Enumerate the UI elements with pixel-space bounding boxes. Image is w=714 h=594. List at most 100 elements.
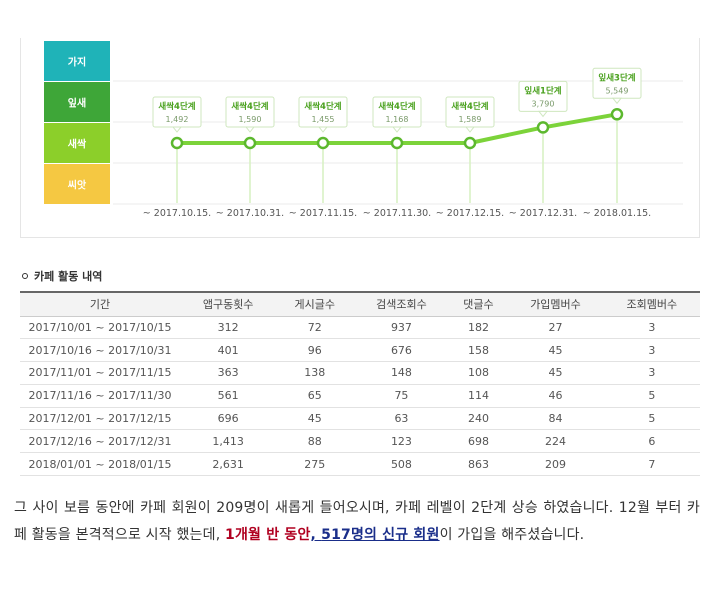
grade-label: 새싹4단계 (378, 101, 415, 112)
highlight-period: 1개월 반 동안 (225, 527, 311, 543)
table-cell: 46 (507, 384, 604, 408)
table-cell: 5 (603, 384, 700, 408)
grade-label: 새싹4단계 (304, 101, 341, 112)
table-cell: 224 (507, 429, 604, 454)
level-label: 새싹 (68, 138, 87, 151)
score-label: 1,455 (312, 115, 335, 124)
callout-pointer (391, 126, 403, 133)
level-band-3 (44, 164, 110, 204)
table-cell: 2,631 (180, 452, 277, 477)
grade-label: 잎새1단계 (524, 85, 561, 96)
table-cell: 508 (353, 452, 450, 477)
table-row: 2017/10/01 ~ 2017/10/15 312 72 937 182 27 3 (20, 316, 700, 340)
paragraph-text-2: 이 가입을 해주셨습니다. (439, 527, 585, 543)
table-cell: 1,413 (180, 429, 277, 454)
data-point (243, 136, 257, 150)
table-cell: 114 (449, 384, 508, 408)
table-cell: 937 (353, 316, 450, 340)
table-cell: 696 (180, 407, 277, 431)
table-cell: 2017/11/01 ~ 2017/11/15 (20, 361, 180, 385)
circle-bullet-icon (22, 273, 28, 279)
score-label: 1,492 (166, 115, 189, 124)
score-label: 5,549 (606, 86, 629, 95)
header-search-views: 검색조회수 (353, 291, 450, 317)
x-tick-label: ~ 2017.12.15. (436, 208, 504, 219)
table-cell: 84 (507, 407, 604, 431)
score-label: 1,168 (386, 115, 409, 124)
table-cell: 2017/12/16 ~ 2017/12/31 (20, 429, 180, 454)
table-cell: 138 (276, 361, 354, 385)
table-cell: 561 (180, 384, 277, 408)
table-cell: 123 (353, 429, 450, 454)
table-row: 2017/10/16 ~ 2017/10/31 401 96 676 158 45 3 (20, 338, 700, 363)
summary-paragraph: 그 사이 보름 동안에 카페 회원이 209명이 새롭게 들어오시며, 카페 레… (14, 495, 700, 549)
x-tick-label: ~ 2017.12.31. (509, 208, 577, 219)
table-cell: 96 (276, 338, 354, 363)
x-tick-label: ~ 2017.11.30. (363, 208, 431, 219)
score-label: 1,590 (239, 115, 262, 124)
activity-section-title: 카페 활동 내역 (22, 268, 102, 284)
x-tick-label: ~ 2017.11.15. (289, 208, 357, 219)
activity-table: 기간 앱구동횟수 게시글수 검색조회수 댓글수 가입멤버수 조회멤버수 2017… (20, 291, 700, 477)
table-cell: 312 (180, 316, 277, 340)
level-band-2 (44, 123, 110, 163)
table-cell: 72 (276, 316, 354, 340)
table-cell: 209 (507, 452, 604, 477)
data-point (316, 136, 330, 150)
table-row: 2017/12/16 ~ 2017/12/31 1,413 88 123 698 224 6 (20, 429, 700, 454)
table-row: 2017/12/01 ~ 2017/12/15 696 45 63 240 84 5 (20, 407, 700, 431)
header-viewing-members: 조회멤버수 (603, 291, 700, 317)
table-cell: 158 (449, 338, 508, 363)
table-cell: 148 (353, 361, 450, 385)
table-cell: 676 (353, 338, 450, 363)
table-cell: 5 (603, 407, 700, 431)
score-label: 3,790 (532, 99, 555, 108)
paragraph-text-1: 그 사이 보름 동안에 카페 회원이 209명이 새롭게 들어오시며, 카페 레… (14, 500, 700, 543)
level-label: 씨앗 (68, 179, 87, 192)
table-row: 2017/11/01 ~ 2017/11/15 363 138 148 108 45 3 (20, 361, 700, 385)
callout-pointer (537, 110, 549, 118)
table-cell: 75 (353, 384, 450, 408)
data-point (463, 136, 477, 150)
highlight-new-members: 517명의 신규 회원 (321, 527, 440, 543)
table-cell: 6 (603, 429, 700, 454)
data-point (170, 136, 184, 150)
grade-label: 새싹4단계 (451, 101, 488, 112)
callout-pointer (317, 126, 329, 133)
comma-separator: , (310, 527, 322, 543)
table-cell: 2018/01/01 ~ 2018/01/15 (20, 452, 180, 477)
grade-label: 새싹4단계 (231, 101, 268, 112)
table-cell: 401 (180, 338, 277, 363)
data-point (536, 121, 550, 134)
cafe-level-chart: 가지 잎새 새싹 씨앗 새싹4단계 1,492 새싹4단계 1,590 새싹4단계 1,455 새싹… (20, 38, 700, 238)
table-cell: 2017/10/16 ~ 2017/10/31 (20, 338, 180, 363)
table-cell: 65 (276, 384, 354, 408)
level-band-0 (44, 41, 110, 81)
table-cell: 275 (276, 452, 354, 477)
grade-label: 새싹4단계 (158, 101, 195, 112)
x-tick-label: ~ 2017.10.31. (216, 208, 284, 219)
table-cell: 182 (449, 316, 508, 340)
table-cell: 88 (276, 429, 354, 454)
level-band-1 (44, 82, 110, 122)
table-cell: 363 (180, 361, 277, 385)
table-cell: 2017/11/16 ~ 2017/11/30 (20, 384, 180, 408)
table-cell: 45 (507, 338, 604, 363)
x-tick-label: ~ 2017.10.15. (143, 208, 211, 219)
table-header-row: 기간 앱구동횟수 게시글수 검색조회수 댓글수 가입멤버수 조회멤버수 (20, 291, 700, 317)
table-cell: 27 (507, 316, 604, 340)
data-point (610, 108, 624, 121)
table-cell: 3 (603, 361, 700, 385)
x-tick-label: ~ 2018.01.15. (583, 208, 651, 219)
table-cell: 7 (603, 452, 700, 477)
header-period: 기간 (20, 291, 180, 317)
callout-pointer (244, 126, 256, 133)
table-cell: 3 (603, 316, 700, 340)
table-row: 2017/11/16 ~ 2017/11/30 561 65 75 114 46 5 (20, 384, 700, 408)
header-posts: 게시글수 (276, 291, 354, 317)
activity-title: 카페 활동 내역 (34, 270, 103, 283)
table-cell: 2017/10/01 ~ 2017/10/15 (20, 316, 180, 340)
table-cell: 863 (449, 452, 508, 477)
level-label: 잎새 (68, 97, 86, 110)
